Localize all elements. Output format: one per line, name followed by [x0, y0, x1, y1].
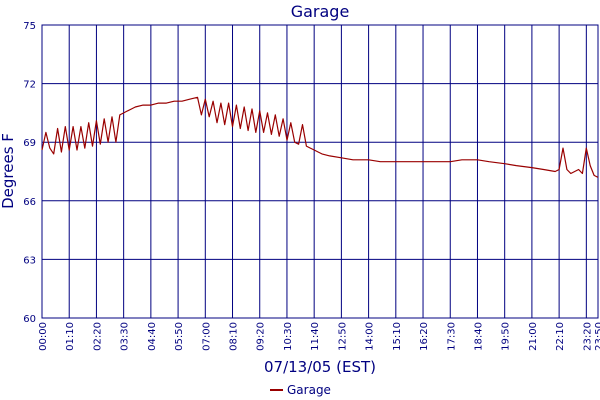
chart-title: Garage: [291, 2, 350, 21]
x-tick-label: 23:50: [594, 322, 600, 351]
legend: Garage: [270, 383, 331, 397]
x-tick-label: 23:20: [582, 322, 593, 351]
x-tick-label: 21:00: [528, 322, 539, 351]
x-tick-label: 05:50: [174, 322, 185, 351]
x-axis-ticks: 00:00 01:10 02:20 03:30 04:40 05:50 07:00 08:10…: [38, 322, 600, 351]
x-tick-label: 08:10: [229, 322, 240, 351]
x-tick-label: 04:40: [147, 322, 158, 351]
y-tick-label: 75: [23, 21, 36, 32]
x-axis-label: 07/13/05 (EST): [264, 358, 376, 376]
plot-area-border: [41, 24, 599, 319]
series-line-garage: [41, 96, 599, 178]
x-tick-label: 00:00: [38, 322, 49, 351]
x-tick-label: 22:10: [555, 322, 566, 351]
x-tick-label: 10:30: [283, 322, 294, 351]
x-tick-label: 16:20: [419, 322, 430, 351]
x-tick-label: 02:20: [92, 322, 103, 351]
x-tick-label: 01:10: [65, 322, 76, 351]
y-tick-label: 60: [23, 314, 36, 325]
x-tick-label: 15:10: [392, 322, 403, 351]
x-tick-label: 03:30: [120, 322, 131, 351]
y-axis-ticks: 60 63 66 69 72 75: [23, 21, 36, 325]
x-tick-label: 09:20: [256, 322, 267, 351]
y-tick-label: 69: [23, 138, 36, 149]
x-tick-label: 14:00: [365, 322, 376, 351]
y-tick-label: 72: [23, 80, 36, 91]
x-tick-label: 07:00: [201, 322, 212, 351]
series-layer: [41, 96, 599, 178]
x-tick-label: 18:40: [473, 322, 484, 351]
y-axis-label: Degrees F: [0, 133, 17, 209]
x-tick-label: 19:50: [501, 322, 512, 351]
y-tick-label: 63: [23, 255, 36, 266]
legend-label: Garage: [287, 383, 331, 397]
x-tick-label: 11:40: [310, 322, 321, 351]
chart-grid: [41, 24, 599, 319]
x-tick-label: 12:50: [337, 322, 348, 351]
x-tick-label: 17:30: [446, 322, 457, 351]
y-tick-label: 66: [23, 197, 36, 208]
